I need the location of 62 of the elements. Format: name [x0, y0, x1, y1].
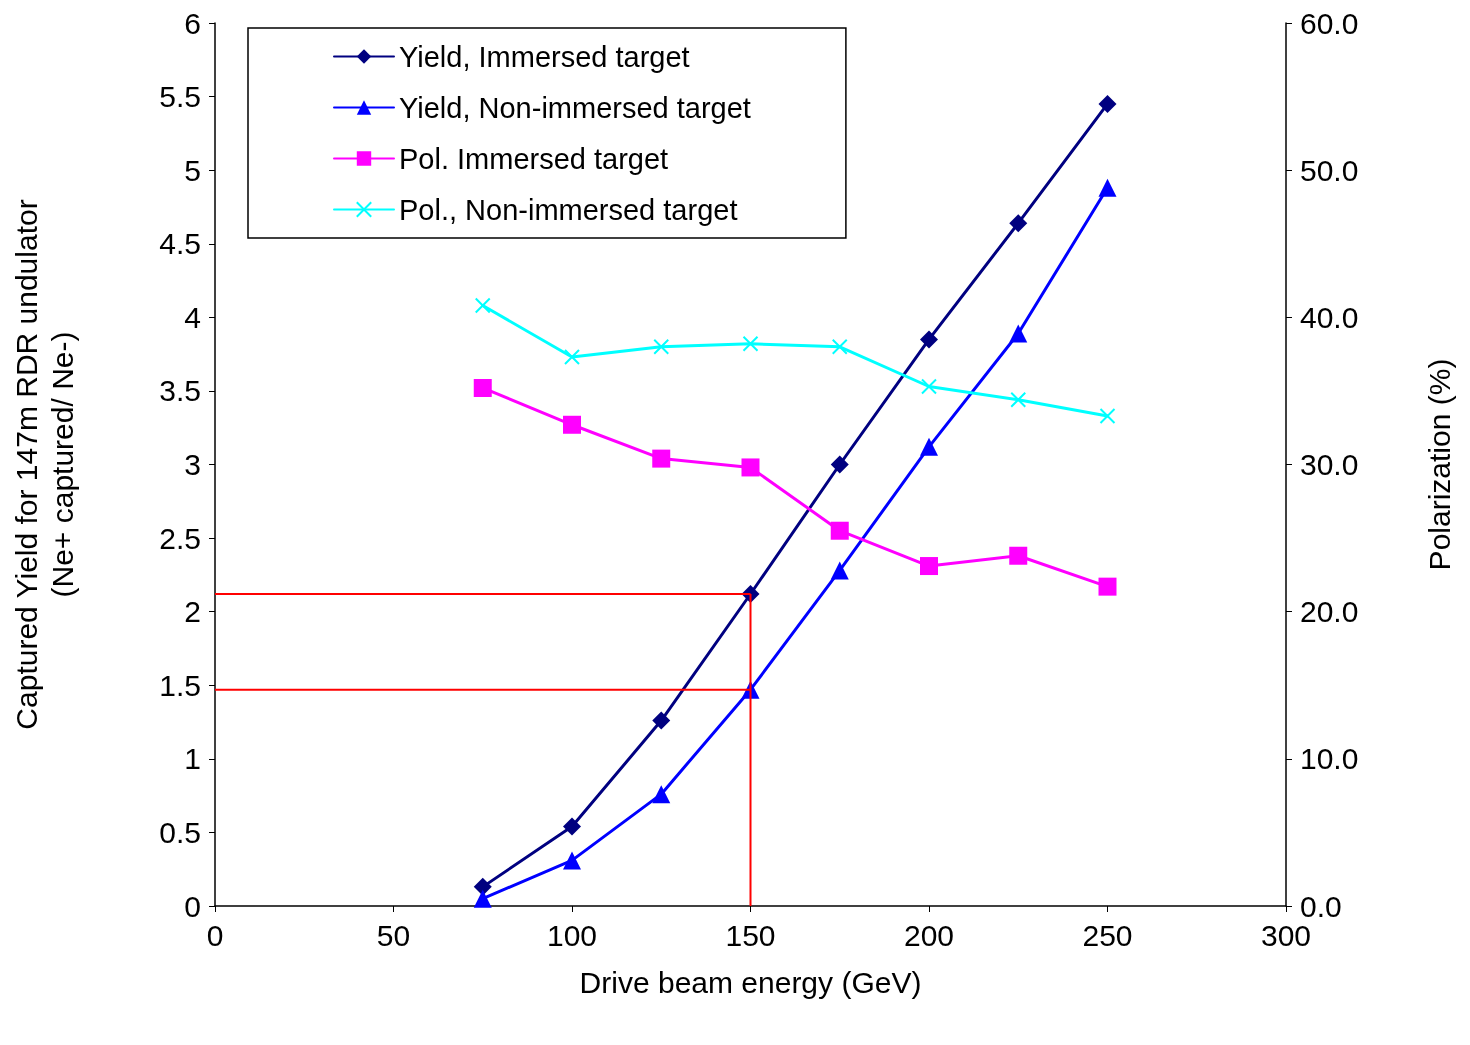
point: [1009, 214, 1028, 233]
point: [830, 455, 849, 474]
point: [1099, 407, 1116, 424]
y2-tick-label: 60.0: [1300, 6, 1359, 40]
x-tick-label: 200: [903, 918, 955, 952]
y-tick-label: 3: [184, 448, 201, 481]
y2-tick-label: 10.0: [1300, 742, 1359, 776]
y-tick-label: 4.5: [159, 227, 201, 261]
y-tick-label: 5.5: [159, 80, 201, 114]
point: [473, 889, 492, 908]
point: [563, 817, 581, 836]
point: [563, 415, 581, 434]
y-tick-label: 0: [184, 889, 201, 923]
point: [652, 449, 671, 468]
point: [1009, 546, 1028, 565]
y-tick-label: 6: [184, 6, 201, 40]
point: [1098, 178, 1117, 197]
point: [830, 521, 849, 540]
point: [473, 877, 492, 896]
legend-label: Pol., Non-immersed target: [399, 193, 738, 226]
point: [652, 785, 671, 804]
point: [920, 330, 938, 349]
point: [653, 338, 670, 355]
legend-label: Yield, Non-immersed target: [399, 91, 751, 124]
point: [830, 561, 849, 580]
y-tick-label: 2.5: [159, 521, 201, 555]
legend-label: Pol. Immersed target: [399, 142, 669, 175]
point: [564, 349, 580, 366]
point: [1010, 391, 1027, 408]
x-tick-label: 100: [546, 918, 598, 952]
x-tick-label: 50: [376, 918, 411, 952]
y-tick-label: 1.5: [159, 668, 201, 702]
y2-tick-label: 50.0: [1300, 153, 1359, 187]
x-tick-label: 250: [1082, 918, 1133, 952]
y-tick-label: 2: [184, 595, 201, 629]
point: [1098, 94, 1117, 113]
point: [1009, 324, 1028, 343]
y2-axis-title: Polarization (%): [1422, 358, 1456, 571]
point: [742, 335, 759, 352]
point: [831, 338, 848, 355]
y2-tick-label: 30.0: [1300, 448, 1359, 481]
y-tick-label: 3.5: [159, 374, 201, 408]
x-tick-label: 150: [725, 918, 776, 952]
y2-tick-label: 40.0: [1300, 300, 1359, 334]
y-axis-title: Captured Yield for 147m RDR undulator (Ne+ captured/ Ne-): [9, 199, 79, 730]
point: [474, 297, 491, 314]
point: [652, 711, 671, 730]
point: [741, 458, 760, 477]
point: [921, 378, 937, 395]
y2-tick-label: 20.0: [1300, 595, 1359, 629]
x-tick-label: 0: [206, 918, 224, 952]
point: [563, 851, 581, 870]
point: [1098, 577, 1117, 596]
y-tick-label: 1: [184, 742, 201, 776]
legend-label: Yield, Immersed target: [399, 40, 690, 73]
y-tick-label: 5: [184, 153, 201, 187]
y-tick-label: 0.5: [159, 815, 201, 849]
y-tick-label: 4: [184, 300, 201, 334]
point: [920, 437, 938, 456]
x-axis-title: Drive beam energy (GeV): [579, 965, 922, 999]
point: [920, 557, 938, 576]
point: [473, 378, 492, 397]
